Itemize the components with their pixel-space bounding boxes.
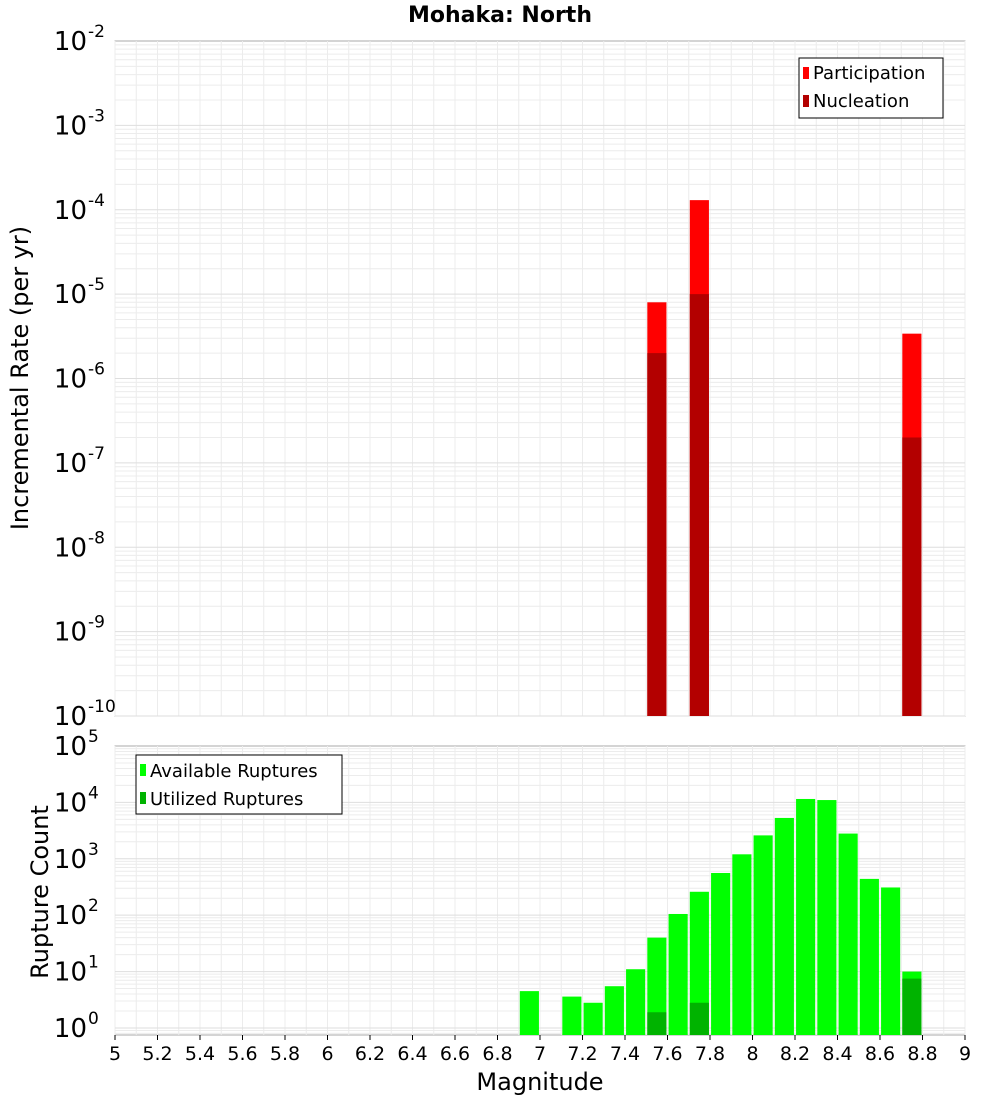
y-tick-exponent: -3 bbox=[88, 106, 105, 126]
x-tick-label: 6.8 bbox=[482, 1043, 512, 1065]
x-tick-label: 6 bbox=[321, 1043, 333, 1065]
x-tick-label: 8.2 bbox=[780, 1043, 810, 1065]
available-ruptures-bar bbox=[881, 887, 901, 1035]
available-ruptures-bar bbox=[711, 872, 731, 1035]
x-tick-label: 8.6 bbox=[865, 1043, 895, 1065]
x-tick-label: 7.4 bbox=[610, 1043, 640, 1065]
available-legend-swatch bbox=[140, 764, 146, 776]
available-ruptures-bar bbox=[817, 800, 837, 1035]
available-ruptures-bar bbox=[859, 878, 879, 1035]
rate-y-axis-label: Incremental Rate (per yr) bbox=[6, 226, 34, 530]
y-tick-label: 10 bbox=[54, 280, 87, 310]
rate-legend-box bbox=[798, 57, 944, 119]
x-tick-label: 5 bbox=[109, 1043, 121, 1065]
y-tick-exponent: -5 bbox=[88, 275, 105, 295]
y-tick-label: 10 bbox=[54, 27, 87, 57]
nucleation-legend-swatch bbox=[803, 95, 809, 107]
rate-gridlines bbox=[114, 41, 966, 717]
available-ruptures-bar bbox=[753, 835, 773, 1035]
utilized-ruptures-bar bbox=[902, 978, 922, 1035]
utilized-ruptures-bar bbox=[689, 1002, 709, 1035]
y-tick-label: 10 bbox=[54, 788, 87, 818]
available-ruptures-bar bbox=[647, 937, 667, 1035]
available-ruptures-bar bbox=[732, 854, 752, 1035]
rate-legend: Participation Nucleation bbox=[798, 57, 944, 119]
x-tick-label: 7 bbox=[534, 1043, 546, 1065]
y-tick-exponent: -2 bbox=[88, 22, 105, 42]
y-tick-exponent: 5 bbox=[88, 727, 99, 747]
x-tick-label: 7.8 bbox=[695, 1043, 725, 1065]
y-tick-exponent: -10 bbox=[88, 697, 116, 717]
available-ruptures-bar bbox=[626, 969, 646, 1035]
x-tick-label: 6.4 bbox=[397, 1043, 427, 1065]
y-tick-exponent: 2 bbox=[88, 896, 99, 916]
x-tick-label: 6.2 bbox=[355, 1043, 385, 1065]
available-ruptures-bar bbox=[689, 891, 709, 1035]
x-tick-label: 5.6 bbox=[227, 1043, 257, 1065]
y-tick-label: 10 bbox=[54, 732, 87, 762]
available-ruptures-bar bbox=[838, 833, 858, 1035]
participation-legend-label: Participation bbox=[813, 63, 925, 84]
x-tick-label: 7.2 bbox=[567, 1043, 597, 1065]
x-tick-label: 8.4 bbox=[822, 1043, 852, 1065]
y-tick-label: 10 bbox=[54, 958, 87, 988]
available-ruptures-bar bbox=[562, 996, 582, 1035]
y-tick-label: 10 bbox=[54, 533, 87, 563]
nucleation-bar bbox=[689, 294, 709, 716]
available-ruptures-bar bbox=[774, 817, 794, 1035]
y-tick-exponent: -6 bbox=[88, 360, 105, 380]
x-tick-label: 6.6 bbox=[440, 1043, 470, 1065]
y-tick-label: 10 bbox=[54, 111, 87, 141]
utilized-ruptures-bar bbox=[647, 1012, 667, 1035]
y-tick-exponent: -8 bbox=[88, 528, 105, 548]
available-ruptures-bar bbox=[519, 991, 539, 1035]
y-tick-exponent: -7 bbox=[88, 444, 105, 464]
x-tick-label: 5.4 bbox=[185, 1043, 215, 1065]
utilized-legend-label: Utilized Ruptures bbox=[150, 789, 303, 810]
x-tick-label: 5.2 bbox=[142, 1043, 172, 1065]
y-tick-exponent: -9 bbox=[88, 613, 105, 633]
available-legend-label: Available Ruptures bbox=[150, 761, 318, 782]
available-ruptures-bar bbox=[668, 913, 688, 1035]
y-tick-label: 10 bbox=[54, 449, 87, 479]
nucleation-bar bbox=[647, 353, 667, 716]
y-tick-exponent: -4 bbox=[88, 191, 105, 211]
nucleation-legend-label: Nucleation bbox=[813, 91, 909, 112]
x-tick-label: 7.6 bbox=[652, 1043, 682, 1065]
participation-legend-swatch bbox=[803, 67, 809, 79]
y-tick-exponent: 4 bbox=[88, 783, 99, 803]
y-tick-label: 10 bbox=[54, 196, 87, 226]
available-ruptures-bar bbox=[796, 798, 816, 1035]
y-tick-exponent: 0 bbox=[88, 1009, 99, 1029]
count-legend: Available Ruptures Utilized Ruptures bbox=[135, 754, 343, 815]
count-legend-box bbox=[135, 754, 343, 815]
count-bars bbox=[519, 798, 922, 1035]
y-tick-label: 10 bbox=[54, 1014, 87, 1044]
x-tick-label: 8 bbox=[746, 1043, 758, 1065]
x-axis-label: Magnitude bbox=[476, 1068, 603, 1096]
y-tick-exponent: 3 bbox=[88, 840, 99, 860]
utilized-legend-swatch bbox=[140, 792, 146, 804]
x-tick-label: 8.8 bbox=[907, 1043, 937, 1065]
magnitude-x-ticks: 5 5.2 5.4 5.6 5.8 6 6.2 6.4 6.6 6.8 7 7.2 7.4 7.6 7.8 8… bbox=[109, 1035, 971, 1065]
y-tick-label: 10 bbox=[54, 901, 87, 931]
y-tick-label: 10 bbox=[54, 845, 87, 875]
y-tick-label: 10 bbox=[54, 618, 87, 648]
available-ruptures-bar bbox=[604, 986, 624, 1035]
y-tick-exponent: 1 bbox=[88, 953, 99, 973]
chart-title: Mohaka: North bbox=[408, 3, 592, 28]
x-tick-label: 9 bbox=[959, 1043, 971, 1065]
x-tick-label: 5.8 bbox=[270, 1043, 300, 1065]
available-ruptures-bar bbox=[583, 1002, 603, 1035]
y-tick-label: 10 bbox=[54, 702, 87, 732]
nucleation-bar bbox=[902, 437, 922, 716]
count-y-axis-label: Rupture Count bbox=[26, 805, 54, 979]
y-tick-label: 10 bbox=[54, 365, 87, 395]
rate-bars bbox=[647, 200, 922, 716]
